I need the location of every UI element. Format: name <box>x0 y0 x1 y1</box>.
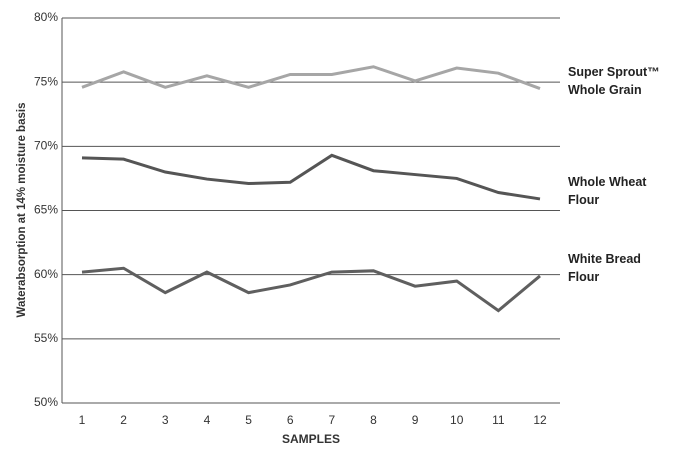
series-label: Whole Wheat Flour <box>568 174 647 207</box>
x-tick-label: 7 <box>328 413 335 427</box>
y-tick-label: 75% <box>34 74 58 88</box>
x-tick-label: 9 <box>412 413 419 427</box>
x-tick-label: 8 <box>370 413 377 427</box>
x-tick-label: 5 <box>245 413 252 427</box>
x-axis-title: SAMPLES <box>282 432 340 446</box>
x-tick-label: 1 <box>79 413 86 427</box>
series-label: White Bread Flour <box>568 251 641 284</box>
y-axis-title: Waterabsorption at 14% moisture basis <box>16 103 28 318</box>
series-line <box>81 153 541 201</box>
series-line <box>81 266 541 313</box>
series-line <box>81 65 541 90</box>
y-tick-label: 55% <box>34 331 58 345</box>
x-tick-label: 10 <box>450 413 464 427</box>
y-tick-label: 70% <box>34 139 58 153</box>
x-tick-label: 2 <box>120 413 127 427</box>
x-tick-label: 4 <box>204 413 211 427</box>
x-tick-label: 11 <box>492 413 505 427</box>
series-label: Super Sprout™ Whole Grain <box>568 64 660 97</box>
y-tick-label: 60% <box>34 267 58 281</box>
y-tick-label: 50% <box>34 395 58 409</box>
x-tick-label: 3 <box>162 413 169 427</box>
y-tick-label: 80% <box>34 10 58 24</box>
x-tick-label: 6 <box>287 413 294 427</box>
x-tick-label: 12 <box>533 413 547 427</box>
y-tick-label: 65% <box>34 203 58 217</box>
